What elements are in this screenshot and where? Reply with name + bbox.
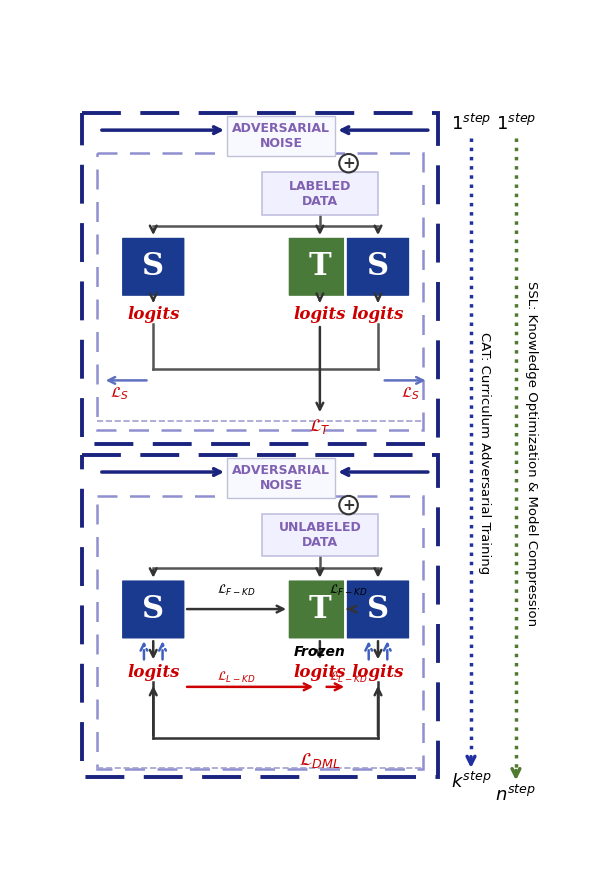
Text: LABELED
DATA: LABELED DATA	[288, 179, 351, 208]
Text: T: T	[308, 594, 331, 625]
Text: logits: logits	[294, 307, 346, 324]
Text: $\mathcal{L}_{DML}$: $\mathcal{L}_{DML}$	[299, 750, 341, 770]
Text: ADVERSARIAL
NOISE: ADVERSARIAL NOISE	[232, 464, 330, 492]
Text: +: +	[342, 498, 355, 513]
FancyBboxPatch shape	[345, 236, 410, 297]
Text: logits: logits	[351, 665, 404, 681]
Bar	[262, 172, 378, 215]
Text: logits: logits	[351, 307, 404, 324]
Bar	[227, 116, 335, 156]
FancyBboxPatch shape	[345, 579, 410, 640]
Bar	[227, 458, 335, 499]
Text: S: S	[367, 252, 389, 282]
FancyBboxPatch shape	[121, 236, 186, 297]
Text: logits: logits	[127, 665, 179, 681]
Text: UNLABELED
DATA: UNLABELED DATA	[279, 521, 361, 549]
FancyBboxPatch shape	[287, 579, 353, 640]
Text: $n^{step}$: $n^{step}$	[496, 785, 536, 805]
Text: $\mathcal{L}_T$: $\mathcal{L}_T$	[309, 417, 331, 436]
Text: $1^{step}$: $1^{step}$	[451, 114, 491, 134]
Bar	[262, 514, 378, 556]
Bar	[98, 153, 423, 431]
Text: $\mathcal{L}_{F-KD}$: $\mathcal{L}_{F-KD}$	[217, 583, 256, 599]
FancyBboxPatch shape	[287, 236, 353, 297]
Text: ADVERSARIAL
NOISE: ADVERSARIAL NOISE	[232, 122, 330, 150]
Bar	[82, 455, 439, 777]
Text: $\mathcal{L}_S$: $\mathcal{L}_S$	[401, 385, 420, 401]
Text: S: S	[142, 252, 164, 282]
Text: S: S	[142, 594, 164, 625]
Text: CAT: Curriculum Adversarial Training: CAT: Curriculum Adversarial Training	[479, 333, 491, 574]
Text: logits: logits	[294, 665, 346, 681]
FancyBboxPatch shape	[121, 579, 186, 640]
Bar	[82, 113, 439, 444]
Text: $1^{step}$: $1^{step}$	[496, 114, 536, 134]
Text: +: +	[342, 156, 355, 170]
Text: $\mathcal{L}_{F-KD}$: $\mathcal{L}_{F-KD}$	[329, 583, 368, 599]
Text: $\mathcal{L}_S$: $\mathcal{L}_S$	[110, 385, 130, 401]
Text: $\mathcal{L}_{L-KD}$: $\mathcal{L}_{L-KD}$	[217, 670, 255, 685]
Text: S: S	[367, 594, 389, 625]
Text: T: T	[308, 252, 331, 282]
Text: $k^{step}$: $k^{step}$	[451, 772, 491, 791]
Text: Frozen: Frozen	[294, 645, 346, 658]
Text: SSL: Knowledge Optimization & Model Compression: SSL: Knowledge Optimization & Model Comp…	[525, 281, 538, 626]
Text: logits: logits	[127, 307, 179, 324]
Text: $\mathcal{L}_{L-KD}$: $\mathcal{L}_{L-KD}$	[329, 670, 368, 685]
Bar	[98, 496, 423, 769]
